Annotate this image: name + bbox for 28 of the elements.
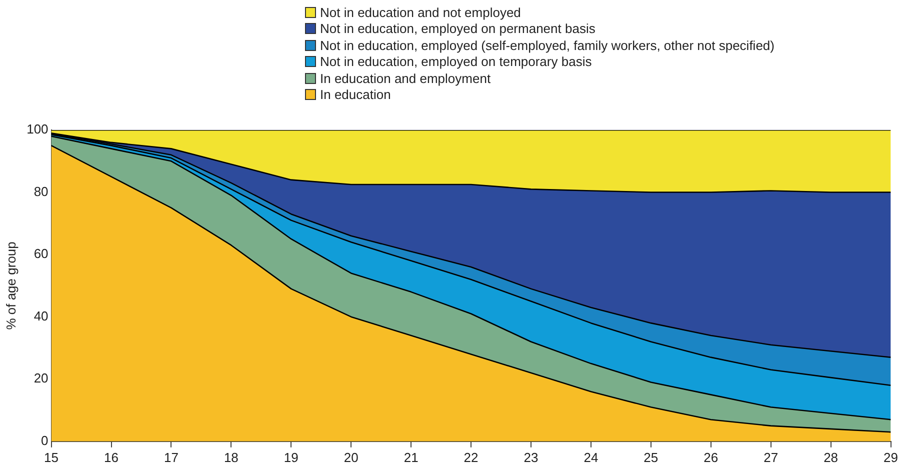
x-tick-label: 15 xyxy=(44,450,59,465)
x-tick-label: 26 xyxy=(704,450,718,465)
legend-label: In education xyxy=(320,87,391,102)
legend-label: Not in education, employed on temporary basis xyxy=(320,54,592,70)
x-tick-label: 20 xyxy=(344,450,358,465)
y-axis-title: % of age group xyxy=(3,242,18,330)
legend-label: Not in education, employed (self-employed, family workers, other not specified) xyxy=(320,38,774,53)
x-tick-label: 21 xyxy=(404,450,418,465)
x-tick-label: 19 xyxy=(284,450,298,465)
y-tick-label: 40 xyxy=(34,308,48,324)
legend-label: Not in education, employed on permanent basis xyxy=(320,21,596,36)
x-tick-label: 24 xyxy=(584,450,598,465)
x-tick-label: 27 xyxy=(764,450,778,465)
x-tick-label: 23 xyxy=(524,450,538,465)
y-tick-label: 60 xyxy=(34,246,48,262)
x-tick-label: 22 xyxy=(464,450,478,465)
x-tick-label: 28 xyxy=(824,450,838,465)
y-tick-label: 80 xyxy=(34,184,48,199)
legend-label: Not in education and not employed xyxy=(320,4,521,20)
y-tick-label: 100 xyxy=(26,122,48,137)
x-tick-label: 29 xyxy=(884,450,898,465)
y-tick-label: 0 xyxy=(41,432,48,448)
x-tick-label: 17 xyxy=(164,450,178,465)
x-tick-label: 25 xyxy=(644,450,658,465)
y-tick-label: 20 xyxy=(34,370,48,386)
x-tick-label: 16 xyxy=(104,450,118,465)
x-tick-label: 18 xyxy=(224,450,238,465)
legend-label: In education and employment xyxy=(320,70,491,86)
